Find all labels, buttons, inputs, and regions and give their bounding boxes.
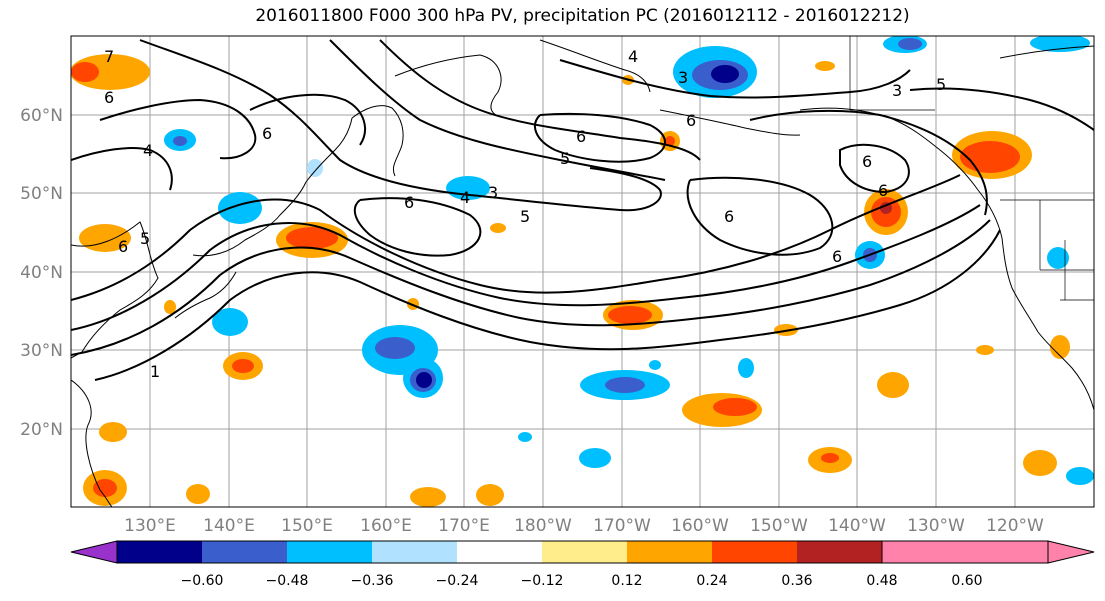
boundaries bbox=[849, 36, 1094, 301]
colorbar-tick-label: −0.12 bbox=[521, 573, 564, 589]
colorbar-extend-low bbox=[70, 540, 118, 564]
contour-label: 6 bbox=[104, 88, 114, 107]
contour-label: 6 bbox=[878, 181, 888, 200]
lat-tick-label: 60°N bbox=[20, 106, 63, 126]
lat-tick-label: 50°N bbox=[20, 184, 63, 204]
contour-label: 3 bbox=[678, 68, 688, 87]
lat-tick-label: 20°N bbox=[20, 420, 63, 440]
pv-contours bbox=[71, 39, 1094, 381]
colorbar-bin bbox=[372, 541, 457, 563]
lon-tick-label: 170°E bbox=[438, 516, 490, 536]
colorbar-tick-label: −0.48 bbox=[266, 573, 309, 589]
lon-tick-label: 150°E bbox=[281, 516, 333, 536]
coastlines bbox=[71, 39, 1094, 507]
lon-tick-label: 120°W bbox=[986, 516, 1044, 536]
lon-tick-label: 180°W bbox=[514, 516, 572, 536]
contour-label: 6 bbox=[262, 124, 272, 143]
lon-tick-label: 140°W bbox=[828, 516, 886, 536]
contour-label: 4 bbox=[628, 47, 638, 66]
colorbar-tick-label: −0.60 bbox=[181, 573, 224, 589]
colorbar-bin bbox=[202, 541, 287, 563]
colorbar-tick-label: −0.36 bbox=[351, 573, 394, 589]
contour-label: 1 bbox=[150, 362, 160, 381]
contour-label: 6 bbox=[724, 207, 734, 226]
contour-label: 3 bbox=[892, 81, 902, 100]
lon-tick-label: 170°W bbox=[593, 516, 651, 536]
colorbar-tick-label: 0.60 bbox=[951, 573, 982, 589]
contour-label: 4 bbox=[460, 188, 470, 207]
colorbar-tick-label: −0.24 bbox=[436, 573, 479, 589]
colorbar-bin bbox=[117, 541, 202, 563]
lat-axis: 60°N 50°N 40°N 30°N 20°N bbox=[20, 106, 63, 440]
lon-tick-label: 130°W bbox=[907, 516, 965, 536]
lon-tick-label: 160°W bbox=[671, 516, 729, 536]
colorbar-bin bbox=[627, 541, 712, 563]
contour-label: 3 bbox=[488, 183, 498, 202]
contour-label: 7 bbox=[104, 47, 114, 66]
contour-label: 5 bbox=[936, 75, 946, 94]
colorbar-tick-label: 0.12 bbox=[611, 573, 642, 589]
colorbar-tick-label: 0.48 bbox=[866, 573, 897, 589]
contour-label: 5 bbox=[560, 149, 570, 168]
lat-tick-label: 30°N bbox=[20, 341, 63, 361]
lon-tick-label: 160°E bbox=[360, 516, 412, 536]
colorbar-bin bbox=[287, 541, 372, 563]
chart-title: 2016011800 F000 300 hPa PV, precipitatio… bbox=[255, 6, 910, 26]
precip-negative-anomalies bbox=[164, 36, 1094, 485]
colorbar: −0.60 −0.48 −0.36 −0.24 −0.12 0.12 0.24 … bbox=[70, 540, 1095, 589]
contour-label: 6 bbox=[118, 237, 128, 256]
lon-axis: 130°E 140°E 150°E 160°E 170°E 180°W 170°… bbox=[124, 516, 1044, 536]
colorbar-bin bbox=[797, 541, 882, 563]
colorbar-extend-high bbox=[881, 540, 1095, 564]
colorbar-bin bbox=[542, 541, 627, 563]
contour-label: 6 bbox=[862, 152, 872, 171]
contour-label: 6 bbox=[576, 127, 586, 146]
contour-label: 6 bbox=[686, 111, 696, 130]
lon-tick-label: 140°E bbox=[203, 516, 255, 536]
colorbar-bin bbox=[457, 541, 542, 563]
colorbar-bin bbox=[712, 541, 797, 563]
colorbar-frame bbox=[116, 540, 1049, 564]
contour-label: 6 bbox=[832, 247, 842, 266]
contour-label: 5 bbox=[140, 229, 150, 248]
contour-labels: 7 6 6 4 5 6 6 4 3 5 6 5 6 3 4 5 6 6 6 6 … bbox=[104, 47, 946, 381]
lon-tick-label: 150°W bbox=[750, 516, 808, 536]
map-frame bbox=[70, 35, 1095, 508]
colorbar-tick-label: 0.24 bbox=[696, 573, 727, 589]
contour-label: 4 bbox=[143, 141, 153, 160]
gridlines bbox=[71, 36, 1094, 507]
contour-label: 6 bbox=[404, 193, 414, 212]
lon-tick-label: 130°E bbox=[124, 516, 176, 536]
contour-label: 5 bbox=[520, 207, 530, 226]
lat-tick-label: 40°N bbox=[20, 263, 63, 283]
colorbar-tick-label: 0.36 bbox=[781, 573, 812, 589]
